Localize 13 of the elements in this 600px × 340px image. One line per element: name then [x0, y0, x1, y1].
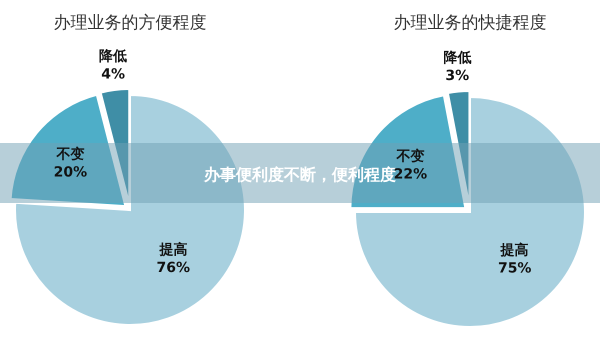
slice-label: 提高 — [158, 241, 188, 258]
data-label: 75% — [498, 260, 532, 277]
chart-title: 办理业务的方便程度 — [54, 13, 206, 33]
data-label: 3% — [445, 68, 470, 84]
slice-label: 降低 — [443, 50, 472, 66]
data-label: 4% — [101, 66, 125, 82]
data-label: 20% — [54, 164, 88, 181]
slice-label: 降低 — [99, 48, 128, 64]
data-label: 76% — [156, 260, 190, 276]
chart-title: 办理业务的快捷程度 — [394, 13, 546, 33]
slice-label: 不变 — [395, 148, 424, 165]
slice-label: 不变 — [55, 146, 84, 163]
slice-label: 提高 — [500, 242, 529, 259]
